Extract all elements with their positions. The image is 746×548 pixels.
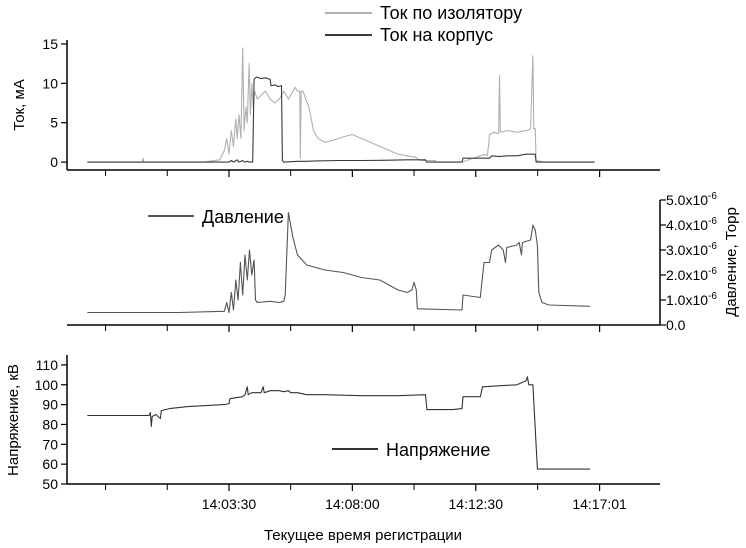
current-series-line-1 bbox=[87, 76, 595, 163]
panel-current: 0 5 10 15 Ток, мА Ток по изолятору Ток на к… bbox=[11, 3, 660, 177]
voltage-y-tick-label: 90 bbox=[42, 397, 58, 413]
legend-label-insulator: Ток по изолятору bbox=[380, 3, 522, 23]
voltage-y-tick-label: 50 bbox=[42, 476, 58, 492]
panel-voltage: 50 60 70 80 90 100 110 Напряжение, кВ Напряжен… bbox=[5, 355, 660, 492]
pressure-y-axis-title: Давление, Торр bbox=[723, 207, 740, 317]
current-y-tick-label: 0 bbox=[50, 154, 58, 170]
pressure-y-tick-label: 4.0x10-6 bbox=[666, 216, 717, 233]
x-tick-label: 14:08:00 bbox=[325, 496, 380, 512]
x-tick-label: 14:17:01 bbox=[572, 496, 627, 512]
legend-label-pressure: Давление bbox=[202, 207, 284, 227]
voltage-series-line-0 bbox=[87, 376, 590, 470]
pressure-series bbox=[87, 211, 591, 314]
voltage-y-tick-label: 100 bbox=[35, 377, 59, 393]
voltage-ticks: 50 60 70 80 90 100 110 bbox=[35, 357, 601, 492]
legend-pressure: Давление bbox=[148, 207, 284, 227]
voltage-y-tick-label: 60 bbox=[42, 456, 58, 472]
current-series-line-0 bbox=[87, 47, 595, 163]
pressure-y-tick-label: 3.0x10-6 bbox=[666, 241, 717, 258]
voltage-y-tick-label: 70 bbox=[42, 436, 58, 452]
x-axis-title: Текущее время регистрации bbox=[264, 527, 462, 544]
voltage-y-tick-label: 80 bbox=[42, 416, 58, 432]
pressure-ticks: 0.0 1.0x10-6 2.0x10-6 3.0x10-6 4.0x10-6 5.0x1… bbox=[105, 191, 717, 333]
legend-current: Ток по изолятору Ток на корпус bbox=[325, 3, 522, 45]
pressure-series-line-0 bbox=[87, 211, 591, 314]
voltage-y-tick-label: 110 bbox=[36, 357, 59, 373]
current-y-tick-label: 5 bbox=[50, 115, 58, 131]
voltage-series bbox=[87, 376, 590, 470]
pressure-y-tick-label: 2.0x10-6 bbox=[666, 266, 717, 283]
voltage-y-axis-title: Напряжение, кВ bbox=[5, 364, 22, 476]
current-series bbox=[87, 47, 595, 163]
legend-voltage: Напряжение bbox=[332, 440, 490, 460]
pressure-y-tick-label: 0.0 bbox=[666, 317, 686, 333]
pressure-y-tick-label: 1.0x10-6 bbox=[666, 291, 717, 308]
x-tick-label: 14:03:30 bbox=[202, 496, 257, 512]
current-y-axis-title: Ток, мА bbox=[11, 79, 28, 131]
x-tick-labels: 14:03:30 14:08:00 14:12:30 14:17:01 bbox=[202, 496, 627, 512]
current-y-tick-label: 15 bbox=[42, 36, 58, 52]
pressure-y-tick-label: 5.0x10-6 bbox=[666, 191, 717, 208]
current-y-tick-label: 10 bbox=[42, 75, 58, 91]
current-ticks: 0 5 10 15 bbox=[42, 36, 601, 177]
panel-pressure: 0.0 1.0x10-6 2.0x10-6 3.0x10-6 4.0x10-6 5.0x1… bbox=[67, 191, 740, 333]
legend-label-body: Ток на корпус bbox=[380, 25, 493, 45]
x-tick-label: 14:12:30 bbox=[449, 496, 504, 512]
legend-label-voltage: Напряжение bbox=[386, 440, 490, 460]
